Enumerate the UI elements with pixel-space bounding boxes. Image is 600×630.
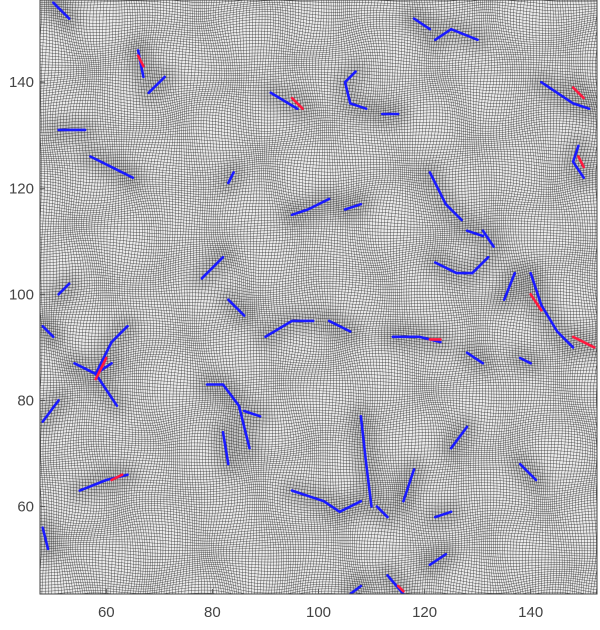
blue-edge-curve — [237, 404, 251, 450]
blue-edge-curve — [449, 425, 469, 450]
blue-edge-curve — [428, 171, 463, 222]
plot-area — [40, 0, 597, 594]
red-edge-curve — [529, 293, 543, 312]
blue-edge-curve — [375, 505, 389, 519]
y-tick-label: 100 — [9, 286, 34, 303]
red-edge-curve — [571, 86, 585, 100]
blue-edge-curve — [269, 91, 299, 110]
blue-edge-curve — [518, 462, 538, 482]
blue-edge-curve — [343, 202, 363, 211]
blue-edge-curve — [94, 372, 119, 407]
blue-edge-curve — [52, 1, 71, 20]
mesh-columns — [40, 0, 597, 594]
red-edge-curve — [136, 54, 145, 68]
blue-edge-curve — [412, 17, 432, 31]
blue-edge-curve — [402, 468, 416, 503]
blue-edge-curve — [529, 271, 575, 349]
blue-edge-curve — [290, 197, 331, 217]
blue-edge-curve — [264, 319, 315, 339]
blue-edge-curve — [433, 261, 474, 275]
y-tick-label: 120 — [9, 180, 34, 197]
blue-edge-curve — [428, 552, 448, 567]
blue-edge-curve — [94, 324, 129, 376]
x-tick-label: 140 — [518, 604, 543, 621]
blue-edge-curve — [359, 415, 373, 508]
blue-edge-curve — [41, 324, 55, 339]
blue-edge-curve — [481, 229, 495, 248]
x-axis: 60 80 100 120 140 — [98, 589, 543, 621]
blue-edge-curve — [349, 584, 363, 594]
x-tick-label: 60 — [98, 604, 115, 621]
red-edge-curve — [290, 96, 304, 110]
blue-edge-curve — [343, 70, 368, 110]
blue-edge-curve — [221, 430, 230, 466]
boundary-curves — [41, 1, 596, 594]
blue-edge-curve — [540, 80, 591, 110]
blue-edge-curve — [386, 574, 405, 594]
blue-edge-curve — [89, 155, 135, 179]
red-edge-curve — [94, 356, 108, 381]
blue-edge-curve — [433, 510, 453, 519]
red-edge-curve — [577, 155, 585, 169]
x-tick-label: 80 — [204, 604, 221, 621]
blue-edge-curve — [465, 229, 485, 238]
red-edge-curve — [110, 473, 124, 482]
blue-edge-curve — [41, 526, 50, 551]
blue-edge-curve — [518, 356, 532, 365]
mesh-grid — [40, 0, 597, 594]
y-tick-label: 80 — [17, 392, 34, 409]
blue-edge-curve — [227, 171, 235, 185]
blue-edge-curve — [147, 75, 166, 95]
blue-edge-curve — [57, 282, 71, 296]
y-axis: 60 80 100 120 140 — [9, 74, 45, 515]
blue-edge-curve — [242, 409, 262, 418]
x-tick-label: 100 — [306, 604, 331, 621]
blue-edge-curve — [433, 27, 479, 42]
red-edge-curve — [571, 335, 596, 349]
blue-edge-curve — [41, 399, 60, 423]
y-tick-label: 60 — [17, 498, 34, 515]
y-tick-label: 140 — [9, 74, 34, 91]
blue-edge-curve — [227, 298, 246, 317]
blue-edge-curve — [571, 144, 585, 179]
blue-edge-curve — [290, 489, 341, 514]
blue-edge-curve — [465, 351, 485, 365]
blue-edge-curve — [327, 319, 352, 333]
blue-edge-curve — [338, 499, 363, 514]
blue-edge-curve — [502, 271, 517, 301]
blue-edge-curve — [200, 255, 225, 280]
blue-edge-curve — [205, 383, 241, 407]
red-edge-curve — [396, 584, 405, 593]
x-tick-label: 120 — [412, 604, 437, 621]
blue-edge-curve — [471, 255, 490, 275]
